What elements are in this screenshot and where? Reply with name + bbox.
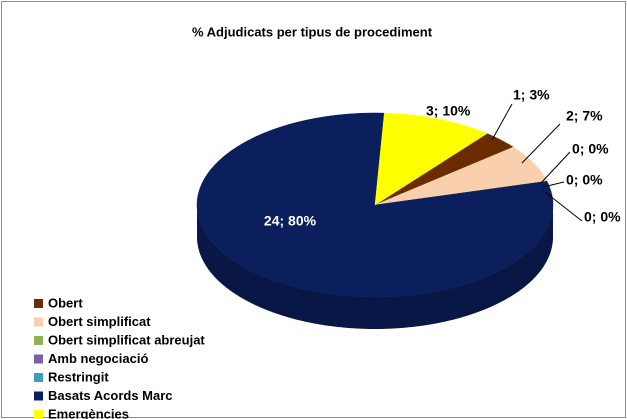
legend-label: Obert	[48, 295, 83, 310]
chart-title: % Adjudicats per tipus de procediment	[192, 24, 433, 39]
pie-slice	[374, 133, 514, 206]
legend-swatch	[34, 336, 43, 345]
leader-line	[491, 103, 513, 141]
legend-swatch	[34, 317, 43, 327]
data-label: 24; 80%	[264, 213, 317, 229]
legend-label: Restringit	[48, 369, 109, 384]
pie-side	[197, 205, 553, 329]
legend-label: Obert simplificat abreujat	[48, 332, 205, 347]
legend-label: Amb negociació	[48, 351, 148, 366]
legend-label: Emergències	[48, 406, 129, 419]
data-label: 0; 0%	[566, 172, 603, 188]
data-label: 1; 3%	[513, 87, 550, 103]
data-label: 2; 7%	[566, 108, 603, 124]
legend-swatch	[34, 410, 43, 419]
legend-swatch	[34, 354, 43, 364]
pie-slice	[374, 112, 488, 206]
legend-swatch	[34, 299, 43, 308]
leader-line	[544, 191, 583, 222]
pie-slice	[374, 146, 548, 206]
leader-line	[521, 123, 561, 164]
leader-line	[539, 151, 571, 185]
data-label: 0; 0%	[584, 209, 621, 225]
legend-swatch	[34, 373, 43, 382]
legend-label: Basats Acords Marc	[48, 388, 173, 403]
leader-line	[542, 181, 565, 188]
data-label: 0; 0%	[572, 141, 609, 157]
legend-swatch	[34, 391, 43, 401]
data-label: 3; 10%	[426, 103, 471, 119]
legend-label: Obert simplificat	[48, 314, 151, 329]
